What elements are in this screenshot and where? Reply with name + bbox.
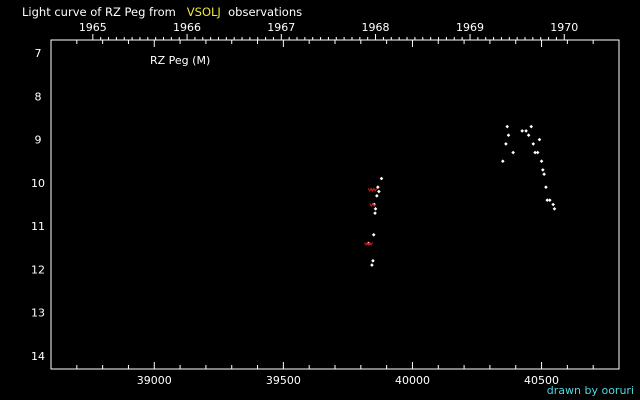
x-tick-label: 39000 <box>137 374 172 387</box>
observation-point <box>542 172 546 176</box>
left-axis: 7 8 9 10 11 12 13 14 <box>31 47 45 363</box>
observation-point <box>539 159 544 164</box>
observation-point <box>375 194 379 198</box>
x-tick-label: 39500 <box>266 374 301 387</box>
observation-point <box>379 176 384 181</box>
x-tick-label: 40000 <box>395 374 430 387</box>
observation-point <box>373 211 377 215</box>
year-tick-label: 1965 <box>79 21 107 34</box>
y-tick-label: 9 <box>35 134 42 147</box>
observation-point <box>506 133 511 138</box>
observation-point <box>371 233 376 237</box>
star-annotation: RZ Peg (M) <box>150 54 210 67</box>
y-tick-label: 12 <box>31 263 45 276</box>
bottom-axis: 39000 39500 40000 40500 <box>76 362 620 387</box>
observation-point <box>377 189 381 194</box>
observation-point <box>371 258 375 263</box>
title-source: VSOLJ <box>186 5 221 19</box>
observation-point <box>537 137 542 142</box>
year-tick-label: 1967 <box>267 21 295 34</box>
observation-point <box>370 263 374 267</box>
observation-point <box>552 207 557 211</box>
observation-point <box>505 124 510 129</box>
observation-point <box>541 168 545 172</box>
observation-point <box>504 142 508 146</box>
top-axis: 1965 1966 1967 1968 1969 1970 <box>76 21 620 47</box>
observation-point <box>524 129 528 133</box>
plot-frame <box>50 39 620 370</box>
title-prefix: Light curve of RZ Peg from <box>22 5 176 19</box>
y-tick-label: 14 <box>31 350 45 363</box>
y-tick-label: 7 <box>35 47 42 60</box>
observation-point <box>545 198 550 202</box>
y-tick-label: 11 <box>31 220 45 233</box>
observation-point <box>501 159 505 164</box>
red-mark-point <box>369 202 377 207</box>
credit-text: drawn by ooruri <box>546 384 634 397</box>
observation-point <box>373 207 378 211</box>
y-tick-label: 10 <box>31 177 45 190</box>
red-mark-point <box>370 187 378 192</box>
year-tick-label: 1966 <box>173 21 201 34</box>
observation-point <box>533 150 537 155</box>
year-tick-label: 1968 <box>362 21 390 34</box>
y-tick-label: 8 <box>35 90 42 103</box>
year-tick-label: 1970 <box>550 21 578 34</box>
observation-point <box>526 133 531 138</box>
observation-point <box>551 202 555 207</box>
title-suffix: observations <box>228 5 303 19</box>
observation-point <box>544 185 548 189</box>
data-points <box>364 124 557 267</box>
observation-point <box>520 129 524 133</box>
red-mark-point <box>366 241 374 246</box>
y-tick-label: 13 <box>31 307 45 320</box>
observation-point <box>511 150 515 155</box>
observation-point <box>548 198 552 202</box>
red-mark-point <box>364 241 371 246</box>
year-tick-label: 1969 <box>456 21 484 34</box>
observation-point <box>529 124 534 129</box>
observation-point <box>535 150 540 155</box>
observation-point <box>376 185 380 189</box>
x-tick-label: 40500 <box>524 374 559 387</box>
chart-title: Light curve of RZ Peg from VSOLJ observa… <box>22 4 302 20</box>
observation-point <box>531 142 536 146</box>
